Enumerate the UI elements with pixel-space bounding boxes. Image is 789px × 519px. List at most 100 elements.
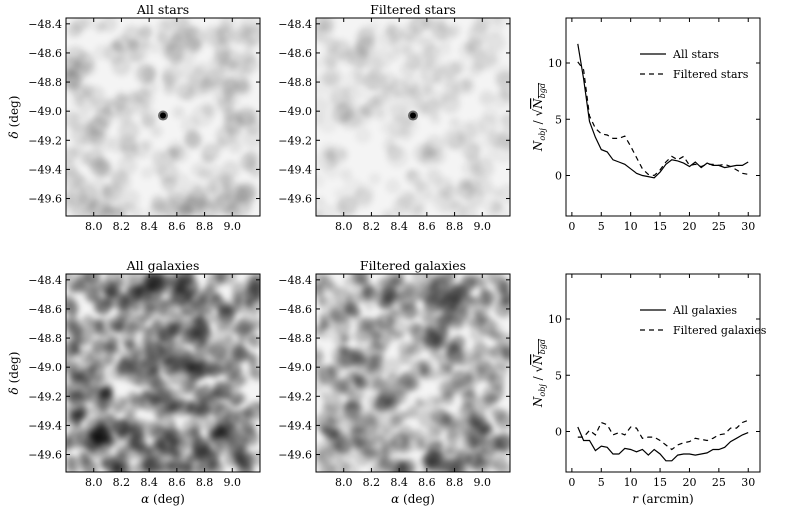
density-blob: [164, 195, 175, 206]
density-blob: [101, 185, 115, 199]
y-tick-label: −48.8: [278, 332, 312, 345]
x-tick-label: 9.0: [474, 220, 492, 233]
density-blob: [408, 18, 429, 35]
plot-frame: [565, 17, 761, 217]
y-tick-label: −48.6: [278, 47, 312, 60]
x-axis-label: r (arcmin): [632, 492, 693, 506]
peak-center: [160, 112, 166, 119]
density-blob: [340, 335, 349, 344]
density-blob: [418, 70, 430, 82]
x-tick-label: 5: [598, 476, 605, 489]
density-blob: [221, 360, 242, 381]
density-blob: [240, 375, 249, 385]
y-tick-label: −48.8: [278, 76, 312, 89]
series-group: [577, 43, 749, 179]
density-blob: [215, 385, 230, 401]
density-blob: [482, 106, 499, 124]
density-blob: [86, 287, 101, 301]
density-blob: [390, 116, 412, 138]
plot-frame: [315, 17, 511, 217]
series-line-2: [577, 61, 749, 177]
density-blob: [382, 357, 401, 376]
density-blob: [376, 449, 389, 462]
density-blob: [66, 110, 80, 129]
panel-5: [577, 419, 749, 462]
x-tick-label: 8.2: [113, 476, 131, 489]
density-blob: [134, 445, 152, 462]
density-blob: [151, 150, 166, 165]
density-blob: [153, 313, 168, 328]
density-blob: [469, 62, 483, 76]
density-blob: [240, 49, 256, 65]
density-blob: [329, 38, 350, 60]
x-tick-label: 8.0: [85, 220, 103, 233]
density-blob: [175, 463, 193, 472]
density-blob: [439, 308, 450, 318]
density-blob: [336, 195, 357, 216]
density-blob: [417, 358, 435, 375]
x-tick-label: 8.4: [140, 220, 158, 233]
density-blob: [191, 359, 209, 378]
y-tick-label: 10: [548, 57, 562, 70]
panel-title: Filtered galaxies: [360, 258, 466, 273]
density-blob: [325, 57, 338, 69]
density-blob: [74, 274, 90, 284]
y-tick-label: −49.2: [278, 390, 312, 403]
density-blob: [160, 461, 176, 472]
density-blob: [501, 293, 510, 305]
density-blob: [426, 330, 444, 348]
density-blob: [66, 354, 78, 375]
y-tick-label: −49.6: [28, 449, 62, 462]
density-blob: [322, 66, 343, 87]
x-tick-label: 8.0: [335, 476, 353, 489]
density-blob: [148, 274, 165, 284]
density-blobs: [316, 11, 510, 216]
density-blob: [348, 349, 362, 363]
density-blob: [352, 412, 364, 425]
y-axis-label: Nobj / √Nbgd: [531, 83, 547, 152]
y-tick-label: 0: [555, 170, 562, 183]
density-blob: [448, 346, 460, 358]
density-blob: [339, 168, 352, 181]
x-tick-label: 8.2: [363, 220, 381, 233]
density-blob: [354, 127, 372, 144]
density-blob: [242, 429, 260, 447]
density-blob: [496, 462, 510, 472]
panel-title: All galaxies: [126, 258, 200, 273]
density-blob: [378, 389, 396, 406]
y-tick-label: −49.6: [28, 193, 62, 206]
y-tick-label: −48.4: [28, 18, 62, 31]
density-blob: [430, 114, 441, 125]
density-blob: [390, 32, 412, 54]
x-tick-label: 8.6: [168, 476, 186, 489]
density-blob: [184, 129, 201, 147]
y-tick-label: −49.4: [278, 163, 312, 176]
density-blob: [329, 85, 351, 107]
density-blob: [205, 428, 220, 442]
density-blob: [129, 344, 143, 358]
density-blob: [106, 335, 118, 348]
density-blob: [196, 294, 216, 314]
density-blob: [321, 19, 335, 32]
density-blob: [316, 324, 325, 337]
density-blob: [323, 426, 337, 440]
density-blob: [80, 368, 94, 381]
density-blob: [400, 433, 412, 446]
density-blob: [66, 386, 75, 400]
density-blob: [387, 279, 398, 290]
density-blob: [461, 161, 475, 175]
panel-4: [316, 274, 510, 472]
density-blob: [206, 164, 223, 182]
density-blob: [434, 438, 445, 449]
density-blob: [493, 11, 509, 27]
y-axis-label: δ (deg): [7, 96, 21, 139]
density-blob: [246, 351, 256, 362]
y-tick-label: 5: [555, 369, 562, 382]
density-blob: [250, 168, 260, 179]
y-tick-label: −49.2: [28, 134, 62, 147]
density-blob: [320, 274, 333, 287]
density-blob: [472, 157, 495, 179]
density-blob: [352, 274, 370, 285]
x-tick-label: 0: [568, 476, 575, 489]
